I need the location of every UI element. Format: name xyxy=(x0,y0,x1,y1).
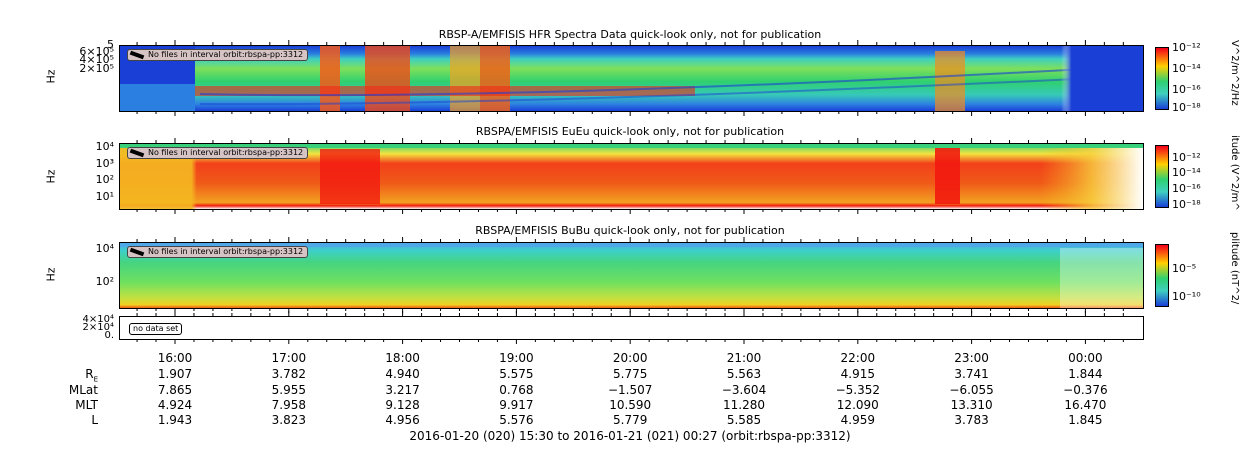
ephemeris-value: 4.940 xyxy=(385,367,420,381)
ephemeris-value: 1.943 xyxy=(157,413,193,427)
ephemeris-value: 3.823 xyxy=(271,413,306,427)
time-tick-label: 20:00 xyxy=(612,351,648,365)
ephemeris-value: 3.782 xyxy=(271,367,306,381)
panel2-notice: No files in interval orbit:rbspa-pp:3312 xyxy=(127,147,309,159)
ephemeris-value: 9.917 xyxy=(499,398,534,412)
ephemeris-value: −5.352 xyxy=(835,383,881,397)
panel4-notice: no data set xyxy=(129,323,183,335)
panel2-cbtick: 10⁻¹⁶ xyxy=(1172,182,1201,195)
panel1-cbtick: 10⁻¹⁴ xyxy=(1172,62,1201,75)
panel3-colorbar xyxy=(1155,244,1169,307)
ephemeris-value: −3.604 xyxy=(721,383,767,397)
ephemeris-value: 0.768 xyxy=(499,383,534,397)
ephemeris-value: 3.217 xyxy=(385,383,420,397)
ephemeris-value: 10.590 xyxy=(609,398,652,412)
ephemeris-row-label: L xyxy=(40,413,98,427)
ephemeris-value: 4.956 xyxy=(385,413,420,427)
panel1-ytick: 6×10⁵ xyxy=(79,45,114,58)
panel3-title: RBSPA/EMFISIS BuBu quick-look only, not … xyxy=(475,224,785,237)
panel1-cbtick: 10⁻¹⁶ xyxy=(1172,83,1201,96)
ephemeris-value: 5.775 xyxy=(613,367,648,381)
panel1-title: RBSP-A/EMFISIS HFR Spectra Data quick-lo… xyxy=(438,28,822,41)
ephemeris-row-label: MLat xyxy=(40,383,98,397)
panel1-spectrogram: No files in interval orbit:rbspa-pp:3312 xyxy=(119,45,1144,112)
ephemeris-value: 7.958 xyxy=(271,398,306,412)
panel3-ytick: 10² xyxy=(95,275,114,288)
time-tick-label: 00:00 xyxy=(1068,351,1103,365)
ephemeris-label-subscript: E xyxy=(93,375,98,384)
ephemeris-value: 11.280 xyxy=(723,398,765,412)
ephemeris-value: 5.779 xyxy=(613,413,648,427)
time-tick-label: 19:00 xyxy=(499,351,534,365)
ephemeris-value: 7.865 xyxy=(157,383,193,397)
panel3-cbtick: 10⁻¹⁰ xyxy=(1172,290,1201,303)
panel2-title: RBSPA/EMFISIS EuEu quick-look only, not … xyxy=(475,125,785,138)
panel1-ylabel: Hz xyxy=(44,69,58,84)
panel2-cbtick: 10⁻¹⁴ xyxy=(1172,166,1201,179)
panel2-spectrogram: No files in interval orbit:rbspa-pp:3312 xyxy=(119,143,1144,210)
ephemeris-row-label: RE xyxy=(40,367,98,383)
panel1-ytick: 4×10⁵ xyxy=(79,53,114,66)
time-tick-label: 17:00 xyxy=(271,351,307,365)
time-tick-label: 22:00 xyxy=(840,351,876,365)
panel4-plot: no data set xyxy=(119,316,1144,340)
ephemeris-value: 5.576 xyxy=(499,413,534,427)
ephemeris-value: 12.090 xyxy=(836,398,879,412)
ephemeris-value: 9.128 xyxy=(385,398,420,412)
ephemeris-value: 1.907 xyxy=(157,367,193,381)
panel2-colorbar xyxy=(1155,145,1169,208)
ephemeris-value: −6.055 xyxy=(949,383,994,397)
ephemeris-value: −1.507 xyxy=(607,383,653,397)
ephemeris-value: −0.376 xyxy=(1063,383,1108,397)
ephemeris-value: 4.959 xyxy=(840,413,875,427)
ephemeris-row-label: MLT xyxy=(40,398,98,412)
time-tick-label: 16:00 xyxy=(157,351,193,365)
panel4-ytick: 0. xyxy=(104,330,114,341)
time-tick-label: 23:00 xyxy=(954,351,989,365)
ephemeris-value: 4.924 xyxy=(157,398,193,412)
panel2-ytick: 10¹ xyxy=(95,190,114,203)
ephemeris-label-text: MLT xyxy=(75,398,98,412)
panel4-ytick: 2×10⁴ xyxy=(82,322,114,333)
panel1-colorbar-label: V^2/m^2/Hz xyxy=(1229,40,1240,106)
panel2-ytick: 10⁴ xyxy=(95,140,114,153)
ephemeris-value: 3.741 xyxy=(954,367,989,381)
panel3-notice: No files in interval orbit:rbspa-pp:3312 xyxy=(127,246,309,258)
ephemeris-value: 5.563 xyxy=(726,367,762,381)
ephemeris-value: 5.585 xyxy=(726,413,762,427)
panel2-cbtick: 10⁻¹⁸ xyxy=(1172,198,1201,211)
ephemeris-value: 13.310 xyxy=(950,398,993,412)
ephemeris-label-text: MLat xyxy=(68,383,98,397)
ephemeris-value: 3.783 xyxy=(954,413,989,427)
panel1-notice: No files in interval orbit:rbspa-pp:3312 xyxy=(127,49,309,61)
ephemeris-value: 5.955 xyxy=(271,383,306,397)
panel3-ylabel: Hz xyxy=(44,267,58,282)
panel1-ytick: 5 xyxy=(107,38,114,51)
panel3-ytick: 10⁴ xyxy=(95,242,114,255)
ephemeris-label-text: R xyxy=(85,367,94,381)
time-range-footer: 2016-01-20 (020) 15:30 to 2016-01-21 (02… xyxy=(409,429,851,443)
panel2-ytick: 10³ xyxy=(95,157,114,170)
panel2-ylabel: Hz xyxy=(44,169,58,184)
panel1-ytick: 2×10⁵ xyxy=(79,62,114,75)
panel1-cbtick: 10⁻¹² xyxy=(1172,41,1201,54)
panel3-spectrogram: No files in interval orbit:rbspa-pp:3312 xyxy=(119,242,1144,309)
ephemeris-value: 1.844 xyxy=(1068,367,1103,381)
panel2-colorbar-label: itude (V^2/m^ xyxy=(1229,135,1240,211)
panel1-colorbar xyxy=(1155,47,1169,110)
ephemeris-value: 5.575 xyxy=(499,367,534,381)
time-tick-label: 18:00 xyxy=(385,351,420,365)
panel3-heatmap xyxy=(120,243,1143,308)
panel2-ytick: 10² xyxy=(95,173,114,186)
panel1-cbtick: 10⁻¹⁸ xyxy=(1172,101,1201,114)
panel4-ytick: 4×10⁴ xyxy=(82,314,114,325)
ephemeris-value: 1.845 xyxy=(1068,413,1103,427)
time-tick-label: 21:00 xyxy=(726,351,762,365)
panel3-cbtick: 10⁻⁵ xyxy=(1172,262,1197,275)
ephemeris-value: 4.915 xyxy=(840,367,875,381)
panel2-cbtick: 10⁻¹² xyxy=(1172,151,1201,164)
ephemeris-label-text: L xyxy=(91,413,98,427)
panel3-colorbar-label: plitude (nT^2/ xyxy=(1229,232,1240,305)
ephemeris-value: 16.470 xyxy=(1064,398,1107,412)
